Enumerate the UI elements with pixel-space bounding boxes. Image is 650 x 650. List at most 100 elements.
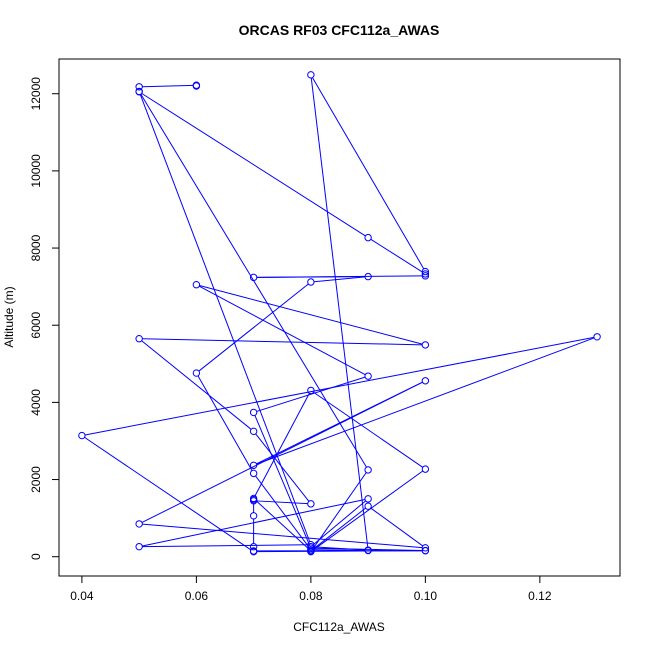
data-point — [135, 335, 143, 343]
series-segment — [254, 415, 311, 546]
series-segment — [313, 500, 366, 546]
data-point — [307, 278, 315, 286]
x-tick-label: 0.10 — [414, 589, 438, 603]
y-tick-label: 10000 — [29, 154, 43, 188]
y-tick-label: 2000 — [29, 466, 43, 493]
series-segment — [198, 283, 309, 372]
series-segment — [310, 77, 369, 548]
series-segment — [313, 470, 424, 551]
series-segment — [142, 499, 366, 547]
data-point — [593, 333, 601, 341]
data-point — [249, 273, 258, 282]
data-point — [249, 494, 258, 503]
data-point — [78, 431, 86, 440]
series-segment — [370, 238, 423, 273]
x-axis: 0.04 0.06 0.08 0.10 0.12 — [70, 575, 552, 603]
series-segment — [312, 472, 367, 550]
data-point — [135, 542, 143, 551]
y-tick-label: 12000 — [29, 77, 43, 111]
series-segment — [139, 94, 311, 542]
data-point — [307, 541, 315, 549]
data-point — [192, 281, 201, 289]
data-point — [421, 272, 430, 280]
series-segment — [313, 391, 424, 468]
data-point — [249, 408, 258, 417]
y-tick-label: 4000 — [29, 389, 43, 416]
data-point — [249, 497, 258, 505]
series-segment — [141, 93, 366, 237]
series-segment — [313, 507, 366, 550]
data-point — [307, 386, 315, 395]
y-tick-label: 0 — [29, 553, 43, 560]
data-point — [249, 547, 258, 556]
data-point — [421, 341, 430, 349]
series-segment — [256, 550, 423, 553]
y-tick-label: 6000 — [29, 312, 43, 339]
data-point — [421, 270, 430, 278]
series-lines — [84, 77, 595, 553]
data-point — [307, 71, 315, 79]
series-segment — [314, 546, 365, 551]
chart-title: ORCAS RF03 CFC112a_AWAS — [239, 22, 440, 38]
data-point — [249, 427, 258, 436]
data-point — [421, 377, 430, 385]
data-point — [421, 267, 430, 276]
data-point — [249, 512, 258, 520]
data-point — [307, 542, 315, 551]
series-segment — [370, 507, 424, 547]
series-segment — [312, 77, 425, 270]
data-point — [307, 547, 315, 556]
data-point — [421, 544, 430, 552]
series-segment — [255, 475, 310, 548]
data-point — [364, 466, 372, 474]
series-segment — [142, 84, 194, 88]
series-segment — [142, 338, 423, 346]
data-point — [192, 81, 201, 89]
data-point — [421, 465, 430, 473]
data-point — [364, 546, 372, 554]
data-point — [421, 546, 430, 555]
series-segment — [197, 375, 253, 471]
series-segment — [84, 336, 595, 436]
data-point — [364, 502, 372, 510]
x-tick-label: 0.06 — [185, 589, 209, 603]
data-point — [307, 500, 315, 508]
data-point — [364, 495, 372, 503]
data-point — [364, 272, 372, 281]
x-tick-label: 0.12 — [528, 589, 552, 603]
series-segment — [256, 337, 595, 465]
series-segment — [141, 381, 423, 523]
data-point — [135, 87, 143, 96]
data-point — [249, 469, 258, 478]
series-points — [78, 71, 601, 556]
series-segment — [198, 285, 366, 376]
y-axis-label: Altitude (m) — [2, 286, 16, 347]
series-segment — [141, 340, 252, 430]
series-segment — [142, 544, 308, 548]
data-point — [249, 542, 258, 551]
data-point — [192, 369, 201, 377]
series-segment — [314, 547, 423, 551]
data-point — [249, 461, 258, 469]
x-axis-label: CFC112a_AWAS — [293, 620, 385, 634]
series-segment — [256, 500, 308, 505]
series-segment — [255, 433, 310, 502]
data-point — [364, 372, 372, 380]
series-segment — [256, 376, 366, 412]
series-segment — [314, 276, 365, 283]
data-point — [135, 520, 143, 528]
series-segment — [255, 500, 309, 550]
y-tick-label: 8000 — [29, 234, 43, 261]
y-axis: 0 2000 4000 6000 8000 10000 12000 — [29, 77, 60, 560]
x-tick-label: 0.04 — [70, 589, 94, 603]
x-tick-label: 0.08 — [299, 589, 323, 603]
series-segment — [199, 285, 423, 345]
data-point — [135, 83, 143, 91]
data-point — [364, 233, 372, 242]
series-segment — [256, 276, 365, 278]
series-segment — [254, 393, 310, 496]
series-segment — [142, 523, 423, 549]
